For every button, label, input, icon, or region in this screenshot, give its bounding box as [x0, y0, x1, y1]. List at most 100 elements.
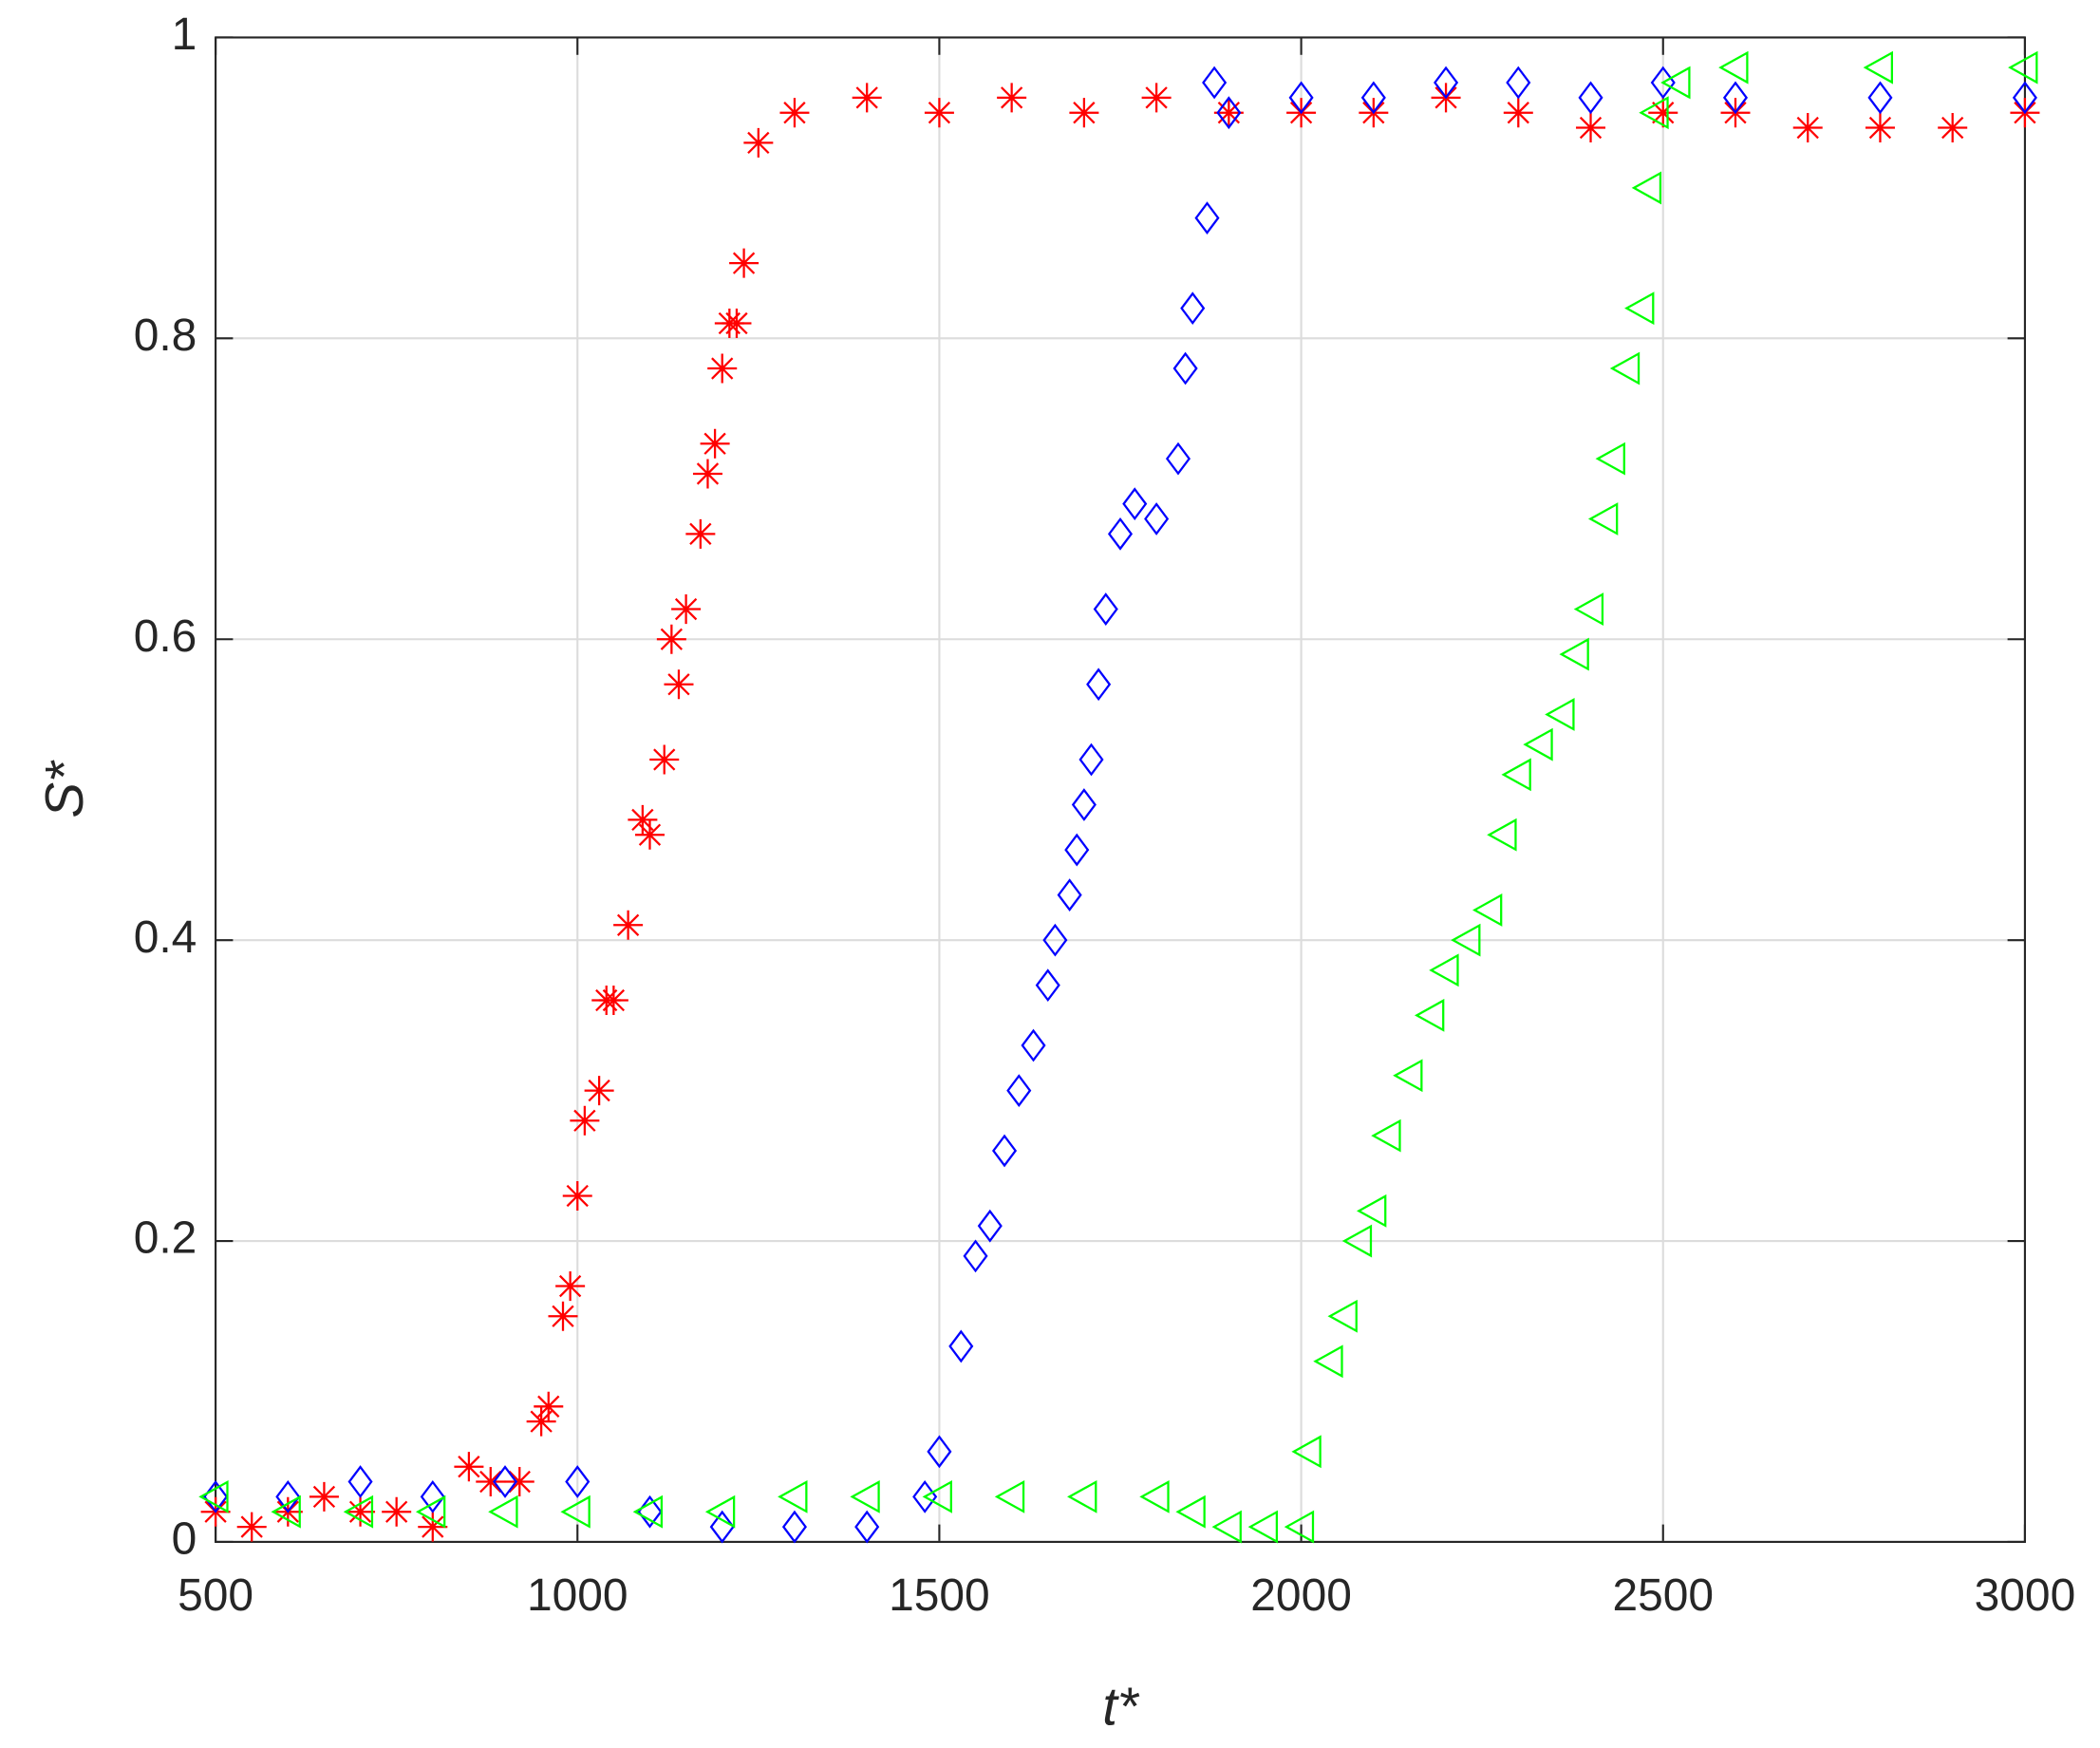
- y-tick-label: 0.4: [134, 912, 197, 963]
- point: [1122, 487, 1148, 521]
- x-axis-label: t*: [1102, 1676, 1140, 1736]
- point: [1559, 637, 1589, 671]
- point: [922, 1479, 952, 1513]
- point: [1545, 698, 1575, 731]
- point: [963, 1239, 988, 1273]
- point: [1660, 66, 1691, 100]
- point: [1067, 1479, 1097, 1513]
- point: [2008, 50, 2038, 85]
- point: [613, 910, 644, 940]
- point: [346, 1496, 376, 1527]
- point: [1867, 81, 1893, 115]
- point: [1792, 113, 1823, 143]
- y-axis-label: S*: [34, 760, 94, 818]
- x-tick-label: 2000: [1250, 1570, 1352, 1621]
- point: [584, 1076, 614, 1106]
- point: [1639, 96, 1669, 130]
- point: [854, 1510, 880, 1544]
- point: [1865, 113, 1895, 143]
- point: [948, 1329, 974, 1363]
- point: [1006, 1074, 1032, 1107]
- point: [1393, 1059, 1423, 1093]
- point: [729, 248, 759, 278]
- point: [1035, 968, 1060, 1003]
- point: [565, 1465, 591, 1498]
- point: [198, 1479, 229, 1513]
- point: [1863, 50, 1893, 85]
- point: [692, 459, 722, 489]
- point: [1327, 1299, 1358, 1333]
- point: [1718, 50, 1749, 85]
- point: [1523, 727, 1553, 761]
- point: [1573, 592, 1604, 626]
- point: [1284, 1510, 1315, 1544]
- point: [1172, 351, 1198, 385]
- x-tick-label: 2500: [1612, 1570, 1714, 1621]
- point: [1371, 1118, 1401, 1153]
- point: [1414, 998, 1445, 1032]
- point: [1078, 742, 1104, 777]
- point: [1141, 83, 1172, 113]
- point: [927, 1435, 952, 1469]
- point: [454, 1452, 484, 1482]
- axes-box: [215, 36, 2026, 1543]
- point: [275, 1479, 301, 1513]
- point: [671, 594, 702, 625]
- point: [1487, 818, 1517, 852]
- point: [709, 1510, 735, 1544]
- x-tick-label: 3000: [1975, 1570, 2076, 1621]
- point: [977, 1209, 1003, 1243]
- point: [743, 127, 774, 158]
- point: [1288, 81, 1314, 115]
- y-tick-label: 0.2: [134, 1213, 197, 1264]
- point: [781, 1510, 807, 1544]
- series: [198, 50, 2038, 1544]
- point: [1648, 98, 1678, 128]
- x-tick-label: 1500: [889, 1570, 990, 1621]
- point: [722, 309, 752, 339]
- point: [1175, 1494, 1206, 1529]
- point: [1938, 113, 1968, 143]
- point: [997, 83, 1027, 113]
- series: [203, 66, 2037, 1544]
- point: [1429, 953, 1459, 987]
- point: [343, 1494, 374, 1529]
- point: [555, 1271, 586, 1302]
- point: [560, 1494, 591, 1529]
- point: [850, 1479, 880, 1513]
- point: [1194, 201, 1220, 235]
- point: [1595, 442, 1625, 476]
- point: [415, 1494, 446, 1529]
- point: [1213, 98, 1244, 128]
- point: [1722, 81, 1749, 115]
- point: [526, 1406, 556, 1437]
- point: [991, 1134, 1018, 1168]
- point: [1247, 1510, 1279, 1544]
- point: [418, 1512, 448, 1542]
- point: [347, 1465, 373, 1498]
- x-tick-label: 500: [178, 1570, 253, 1621]
- point: [1356, 1194, 1387, 1228]
- y-tick-label: 1: [172, 9, 197, 60]
- point: [649, 744, 680, 775]
- point: [634, 819, 665, 850]
- point: [236, 1512, 267, 1542]
- point: [1313, 1344, 1343, 1379]
- point: [1064, 833, 1090, 867]
- point: [1503, 98, 1533, 128]
- plot-area: [216, 37, 2025, 1542]
- y-tick-label: 0.6: [134, 611, 197, 662]
- point: [1360, 81, 1386, 115]
- point: [1578, 81, 1603, 115]
- point: [1202, 66, 1228, 100]
- point: [1341, 1224, 1373, 1258]
- point: [1042, 923, 1068, 957]
- point: [2012, 81, 2037, 115]
- point: [488, 1494, 518, 1529]
- point: [1472, 893, 1503, 927]
- point: [1216, 96, 1242, 130]
- point: [309, 1481, 339, 1512]
- point: [562, 1180, 592, 1211]
